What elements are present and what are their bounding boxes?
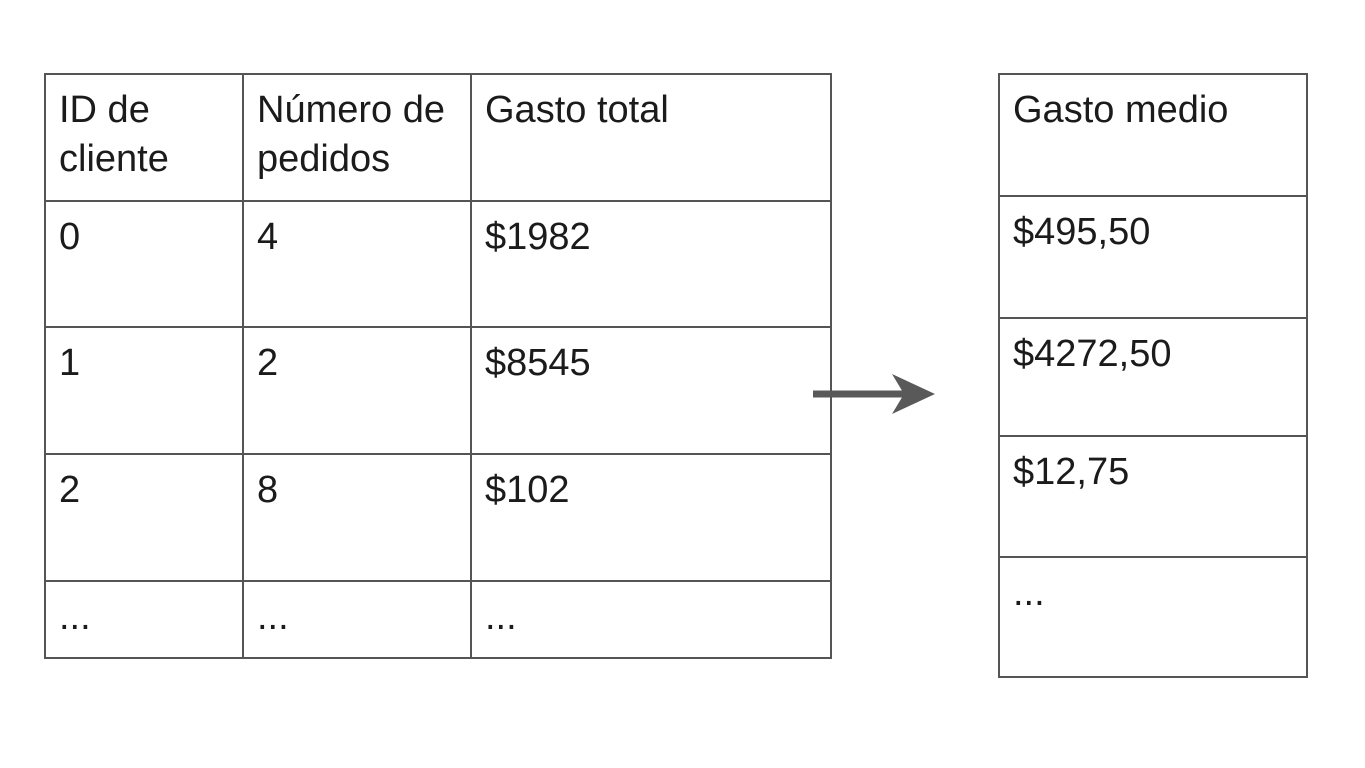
- cell-value: 4: [257, 216, 279, 258]
- cell-ellipsis: ...: [44, 580, 244, 659]
- header-label: Gasto medio: [1013, 89, 1229, 131]
- cell-ellipsis: ...: [470, 580, 832, 659]
- header-numero-de-pedidos: Número de pedidos: [242, 73, 472, 202]
- cell-value: $1982: [485, 216, 591, 258]
- cell-customer-id: 1: [44, 326, 244, 455]
- table-row-ellipsis: ... ... ...: [44, 580, 832, 659]
- cell-value: 8: [257, 469, 279, 511]
- table-row: 0 4 $1982: [44, 200, 832, 328]
- transform-arrow: [805, 368, 945, 420]
- cell-average-spend: $12,75: [998, 435, 1308, 558]
- cell-value: 2: [59, 469, 81, 511]
- average-spending-table: Gasto medio $495,50 $4272,50 $12,75 ...: [998, 73, 1308, 678]
- cell-num-orders: 8: [242, 453, 472, 582]
- table-row-ellipsis: ...: [998, 556, 1308, 678]
- cell-value: $102: [485, 469, 570, 511]
- table-row: $12,75: [998, 435, 1308, 558]
- header-gasto-total: Gasto total: [470, 73, 832, 202]
- header-gasto-medio: Gasto medio: [998, 73, 1308, 197]
- cell-total-spend: $1982: [470, 200, 832, 328]
- cell-value: ...: [257, 596, 289, 638]
- table-row: 1 2 $8545: [44, 326, 832, 455]
- cell-value: $4272,50: [1013, 333, 1172, 375]
- cell-num-orders: 2: [242, 326, 472, 455]
- cell-value: $8545: [485, 342, 591, 384]
- table-header-row: ID de cliente Número de pedidos Gasto to…: [44, 73, 832, 202]
- customer-spending-table: ID de cliente Número de pedidos Gasto to…: [44, 73, 832, 659]
- cell-value: $495,50: [1013, 211, 1151, 253]
- cell-num-orders: 4: [242, 200, 472, 328]
- header-label: ID de cliente: [59, 89, 169, 181]
- table-row: $495,50: [998, 195, 1308, 319]
- cell-customer-id: 2: [44, 453, 244, 582]
- header-id-de-cliente: ID de cliente: [44, 73, 244, 202]
- cell-ellipsis: ...: [998, 556, 1308, 678]
- cell-total-spend: $102: [470, 453, 832, 582]
- header-label: Gasto total: [485, 89, 669, 131]
- cell-value: ...: [1013, 572, 1045, 614]
- cell-value: 2: [257, 342, 279, 384]
- cell-value: ...: [59, 596, 91, 638]
- cell-average-spend: $4272,50: [998, 317, 1308, 437]
- table-row: $4272,50: [998, 317, 1308, 437]
- cell-value: 1: [59, 342, 81, 384]
- header-label: Número de pedidos: [257, 89, 445, 181]
- cell-customer-id: 0: [44, 200, 244, 328]
- table-row: 2 8 $102: [44, 453, 832, 582]
- table-header-row: Gasto medio: [998, 73, 1308, 197]
- cell-ellipsis: ...: [242, 580, 472, 659]
- right-arrow-icon: [813, 374, 935, 414]
- cell-value: $12,75: [1013, 451, 1130, 493]
- cell-value: ...: [485, 596, 517, 638]
- cell-total-spend: $8545: [470, 326, 832, 455]
- cell-average-spend: $495,50: [998, 195, 1308, 319]
- cell-value: 0: [59, 216, 81, 258]
